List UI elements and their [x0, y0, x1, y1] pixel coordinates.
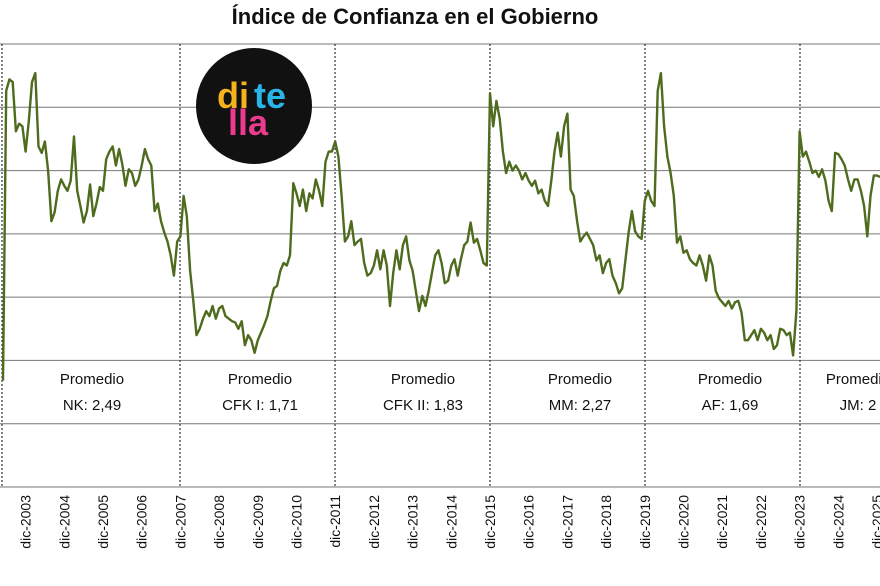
- x-tick-label: dic-2016: [521, 495, 537, 549]
- annotation: Promedio: [548, 371, 612, 388]
- x-tick-label: dic-2008: [211, 495, 227, 549]
- x-tick-label: dic-2024: [830, 495, 846, 549]
- series-line: [1, 71, 880, 381]
- x-tick-label: dic-2015: [482, 495, 498, 549]
- x-tick-label: dic-2023: [792, 495, 808, 549]
- x-tick-label: dic-2011: [327, 495, 343, 548]
- chart-title: Índice de Confianza en el Gobierno: [232, 4, 599, 29]
- logo-text: di: [217, 75, 249, 116]
- logo: di te lla: [196, 48, 312, 164]
- annotation: Promedio: [60, 371, 124, 388]
- x-tick-label: dic-2021: [714, 495, 730, 549]
- logo-circle: [196, 48, 312, 164]
- annotation: AF: 1,69: [702, 397, 759, 414]
- x-tick-label: dic-2019: [637, 495, 653, 549]
- x-tick-label: dic-2009: [250, 495, 266, 549]
- annotation: Promedio: [698, 371, 762, 388]
- grid: [0, 43, 880, 488]
- logo-text: te: [254, 75, 286, 116]
- annotation: Promedio: [391, 371, 455, 388]
- x-tick-label: dic-2020: [675, 495, 691, 549]
- x-tick-label: dic-2003: [18, 495, 34, 549]
- annotation: Promedio: [228, 371, 292, 388]
- annotation: CFK II: 1,83: [383, 397, 463, 414]
- x-tick-label: dic-2013: [405, 495, 421, 549]
- x-tick-label: dic-2007: [172, 495, 188, 549]
- annotation: NK: 2,49: [63, 397, 121, 414]
- logo-text: lla: [228, 102, 269, 143]
- x-tick-label: dic-2006: [134, 495, 150, 549]
- x-tick-label: dic-2010: [288, 495, 304, 549]
- x-tick-label: dic-2022: [753, 495, 769, 549]
- x-tick-label: dic-2004: [56, 495, 72, 549]
- x-tick-label: dic-2005: [95, 495, 111, 549]
- x-tick-label: dic-2012: [366, 495, 382, 549]
- x-tick-label: dic-2014: [443, 495, 459, 549]
- x-tick-label: dic-2025: [869, 495, 880, 549]
- annotation: CFK I: 1,71: [222, 397, 298, 414]
- x-tick-label: dic-2017: [559, 495, 575, 549]
- x-tick-label: dic-2018: [598, 495, 614, 549]
- annotation: Promedio: [826, 371, 880, 388]
- annotation: JM: 2: [840, 397, 877, 414]
- annotation: MM: 2,27: [549, 397, 612, 414]
